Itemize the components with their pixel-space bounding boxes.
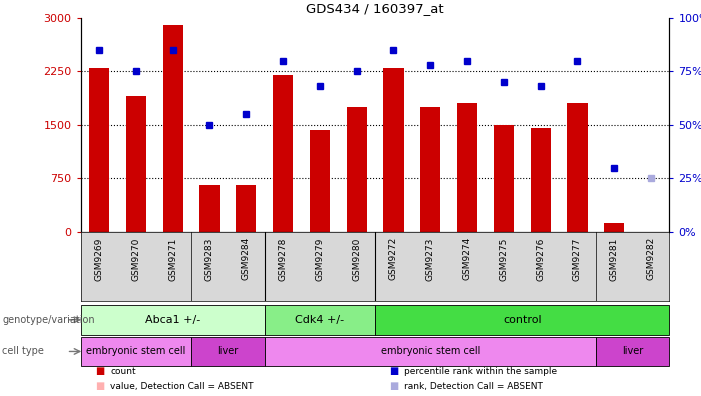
Text: GSM9276: GSM9276	[536, 237, 545, 281]
Text: GSM9275: GSM9275	[499, 237, 508, 281]
Bar	[494, 125, 514, 232]
Text: GSM9284: GSM9284	[242, 237, 251, 280]
Text: genotype/variation: genotype/variation	[2, 315, 95, 325]
Bar	[273, 75, 293, 232]
Text: ■: ■	[95, 381, 104, 391]
Bar	[604, 223, 625, 232]
Text: GSM9269: GSM9269	[95, 237, 104, 281]
Bar	[531, 128, 551, 232]
Bar	[346, 107, 367, 232]
Text: ■: ■	[95, 366, 104, 376]
Text: control: control	[503, 315, 542, 325]
Text: GSM9279: GSM9279	[315, 237, 325, 281]
Bar	[420, 107, 440, 232]
Bar	[89, 68, 109, 232]
Text: value, Detection Call = ABSENT: value, Detection Call = ABSENT	[110, 382, 254, 390]
Text: GSM9281: GSM9281	[610, 237, 619, 281]
Text: percentile rank within the sample: percentile rank within the sample	[404, 367, 557, 375]
Text: GSM9277: GSM9277	[573, 237, 582, 281]
Title: GDS434 / 160397_at: GDS434 / 160397_at	[306, 2, 444, 15]
Text: liver: liver	[217, 346, 238, 356]
Bar	[81, 305, 265, 335]
Text: GSM9274: GSM9274	[463, 237, 472, 280]
Bar	[375, 305, 669, 335]
Text: GSM9283: GSM9283	[205, 237, 214, 281]
Bar	[199, 185, 219, 232]
Bar	[310, 130, 330, 232]
Bar	[125, 96, 146, 232]
Bar	[457, 103, 477, 232]
Bar	[191, 337, 265, 366]
Bar	[81, 337, 191, 366]
Text: embryonic stem cell: embryonic stem cell	[86, 346, 186, 356]
Text: Cdk4 +/-: Cdk4 +/-	[295, 315, 344, 325]
Bar	[567, 103, 587, 232]
Text: GSM9273: GSM9273	[426, 237, 435, 281]
Bar	[383, 68, 404, 232]
Bar	[236, 185, 257, 232]
Bar	[265, 305, 375, 335]
Text: Abca1 +/-: Abca1 +/-	[145, 315, 200, 325]
Text: count: count	[110, 367, 136, 375]
Text: embryonic stem cell: embryonic stem cell	[381, 346, 480, 356]
Text: liver: liver	[622, 346, 644, 356]
Text: rank, Detection Call = ABSENT: rank, Detection Call = ABSENT	[404, 382, 543, 390]
Text: GSM9271: GSM9271	[168, 237, 177, 281]
Text: GSM9282: GSM9282	[646, 237, 655, 280]
Text: GSM9272: GSM9272	[389, 237, 398, 280]
Text: GSM9270: GSM9270	[131, 237, 140, 281]
Bar	[163, 25, 183, 232]
Text: GSM9280: GSM9280	[352, 237, 361, 281]
Text: cell type: cell type	[2, 346, 44, 356]
Bar	[596, 337, 669, 366]
Bar	[265, 337, 596, 366]
Text: ■: ■	[389, 366, 398, 376]
Text: ■: ■	[389, 381, 398, 391]
Text: GSM9278: GSM9278	[278, 237, 287, 281]
